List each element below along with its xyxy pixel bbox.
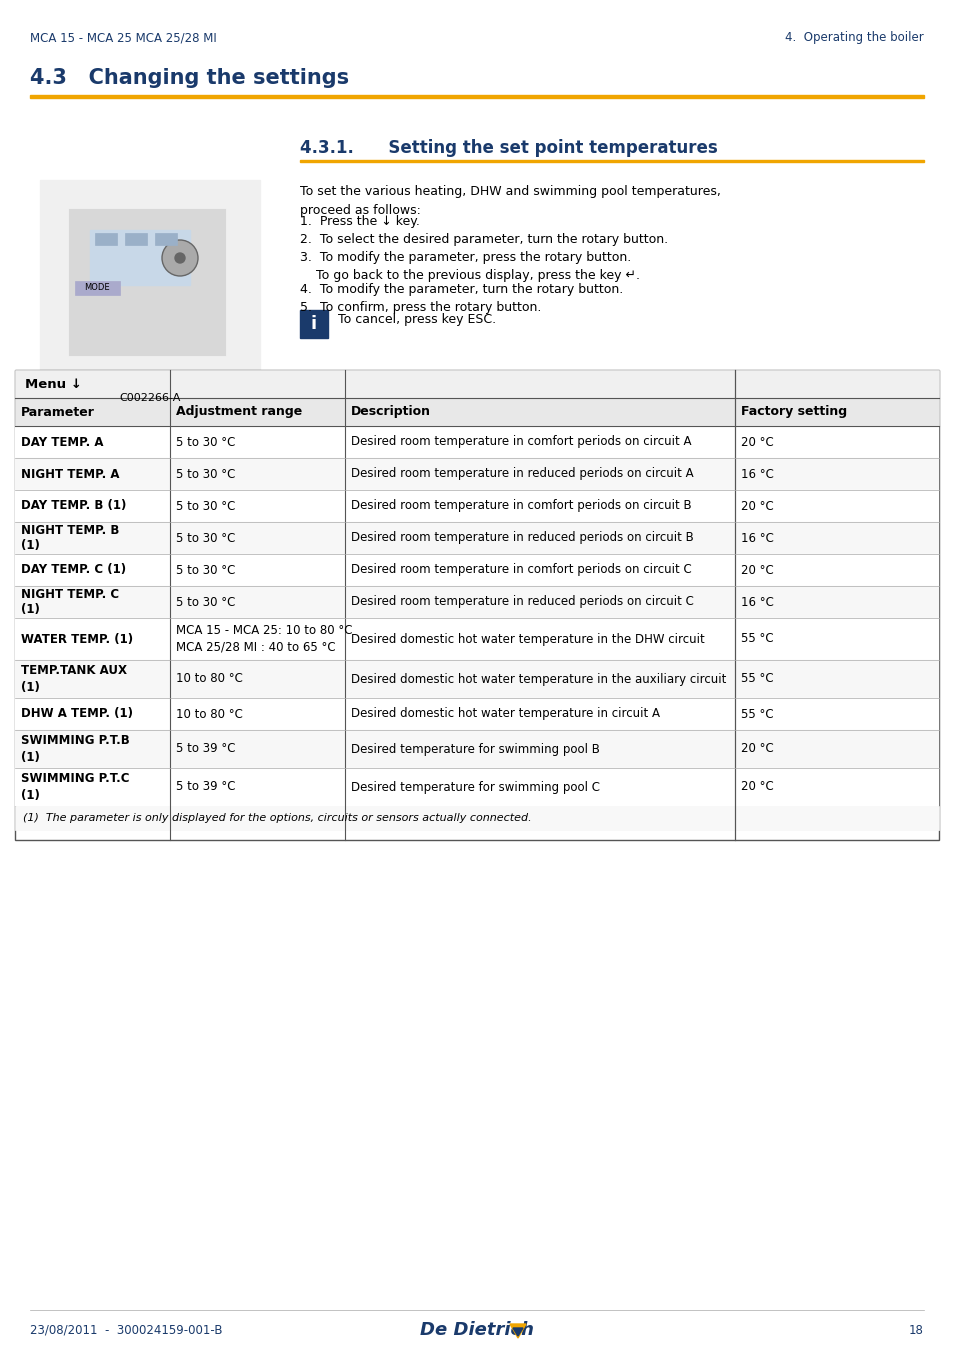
Bar bbox=[15, 490, 938, 522]
Bar bbox=[90, 230, 190, 285]
Text: i: i bbox=[311, 315, 316, 333]
Text: C002266-A: C002266-A bbox=[119, 393, 180, 404]
Text: De Dietrich: De Dietrich bbox=[419, 1322, 534, 1339]
Text: 20 °C: 20 °C bbox=[740, 743, 773, 756]
Text: 5 to 30 °C: 5 to 30 °C bbox=[175, 467, 235, 481]
Text: WATER TEMP. (1): WATER TEMP. (1) bbox=[21, 633, 133, 645]
Text: Desired room temperature in comfort periods on circuit C: Desired room temperature in comfort peri… bbox=[351, 563, 691, 576]
Bar bbox=[299, 161, 923, 162]
Text: 20 °C: 20 °C bbox=[740, 780, 773, 794]
Text: NIGHT TEMP. A: NIGHT TEMP. A bbox=[21, 467, 119, 481]
Text: 10 to 80 °C: 10 to 80 °C bbox=[175, 672, 243, 686]
Bar bbox=[15, 618, 938, 660]
Text: Factory setting: Factory setting bbox=[740, 405, 846, 418]
Text: 23/08/2011  -  300024159-001-B: 23/08/2011 - 300024159-001-B bbox=[30, 1323, 222, 1336]
Text: 16 °C: 16 °C bbox=[740, 532, 773, 544]
Text: NIGHT TEMP. B
(1): NIGHT TEMP. B (1) bbox=[21, 524, 119, 552]
Bar bbox=[15, 522, 938, 554]
Text: 5.  To confirm, press the rotary button.: 5. To confirm, press the rotary button. bbox=[299, 301, 540, 315]
Bar bbox=[15, 698, 938, 730]
Text: To cancel, press key ESC.: To cancel, press key ESC. bbox=[337, 313, 496, 327]
Bar bbox=[30, 95, 923, 99]
Text: Description: Description bbox=[351, 405, 431, 418]
Text: (1)  The parameter is only displayed for the options, circuits or sensors actual: (1) The parameter is only displayed for … bbox=[23, 813, 531, 823]
Bar bbox=[15, 458, 938, 490]
Text: Menu ↓: Menu ↓ bbox=[25, 378, 82, 390]
Text: TEMP.TANK AUX
(1): TEMP.TANK AUX (1) bbox=[21, 664, 127, 694]
Bar bbox=[299, 310, 328, 338]
Text: 5 to 39 °C: 5 to 39 °C bbox=[175, 780, 235, 794]
Text: Desired domestic hot water temperature in circuit A: Desired domestic hot water temperature i… bbox=[351, 707, 659, 721]
Text: DAY TEMP. B (1): DAY TEMP. B (1) bbox=[21, 500, 126, 513]
Text: 20 °C: 20 °C bbox=[740, 500, 773, 513]
Bar bbox=[15, 586, 938, 618]
Text: 5 to 30 °C: 5 to 30 °C bbox=[175, 563, 235, 576]
Bar bbox=[15, 660, 938, 698]
Bar bbox=[15, 427, 938, 458]
Text: 5 to 30 °C: 5 to 30 °C bbox=[175, 500, 235, 513]
Text: SWIMMING P.T.B
(1): SWIMMING P.T.B (1) bbox=[21, 734, 130, 764]
Polygon shape bbox=[510, 1324, 525, 1338]
Text: NIGHT TEMP. C
(1): NIGHT TEMP. C (1) bbox=[21, 587, 119, 617]
Bar bbox=[95, 234, 117, 244]
Bar bbox=[15, 370, 938, 398]
Text: 16 °C: 16 °C bbox=[740, 467, 773, 481]
Text: Desired room temperature in reduced periods on circuit A: Desired room temperature in reduced peri… bbox=[351, 467, 693, 481]
Circle shape bbox=[162, 240, 198, 275]
Text: Desired room temperature in reduced periods on circuit C: Desired room temperature in reduced peri… bbox=[351, 595, 693, 609]
Text: 1.  Press the ↓ key.: 1. Press the ↓ key. bbox=[299, 215, 419, 228]
Text: Desired domestic hot water temperature in the auxiliary circuit: Desired domestic hot water temperature i… bbox=[351, 672, 725, 686]
Bar bbox=[125, 234, 147, 244]
Text: Parameter: Parameter bbox=[21, 405, 94, 418]
Text: Desired temperature for swimming pool B: Desired temperature for swimming pool B bbox=[351, 743, 599, 756]
Bar bbox=[40, 180, 260, 379]
Text: 55 °C: 55 °C bbox=[740, 633, 773, 645]
Text: Desired temperature for swimming pool C: Desired temperature for swimming pool C bbox=[351, 780, 599, 794]
Text: 55 °C: 55 °C bbox=[740, 707, 773, 721]
Text: SWIMMING P.T.C
(1): SWIMMING P.T.C (1) bbox=[21, 772, 130, 802]
Text: 20 °C: 20 °C bbox=[740, 436, 773, 448]
Text: Desired room temperature in reduced periods on circuit B: Desired room temperature in reduced peri… bbox=[351, 532, 693, 544]
Bar bbox=[15, 730, 938, 768]
Text: 4.  To modify the parameter, turn the rotary button.: 4. To modify the parameter, turn the rot… bbox=[299, 284, 622, 296]
Bar bbox=[15, 806, 938, 830]
Bar bbox=[15, 370, 938, 840]
Text: Desired room temperature in comfort periods on circuit B: Desired room temperature in comfort peri… bbox=[351, 500, 691, 513]
Text: 5 to 30 °C: 5 to 30 °C bbox=[175, 595, 235, 609]
Text: DAY TEMP. C (1): DAY TEMP. C (1) bbox=[21, 563, 126, 576]
Bar bbox=[15, 398, 938, 427]
Text: 2.  To select the desired parameter, turn the rotary button.: 2. To select the desired parameter, turn… bbox=[299, 234, 667, 246]
Text: 20 °C: 20 °C bbox=[740, 563, 773, 576]
Polygon shape bbox=[513, 1328, 522, 1336]
Text: 55 °C: 55 °C bbox=[740, 672, 773, 686]
Text: 5 to 30 °C: 5 to 30 °C bbox=[175, 532, 235, 544]
Text: Desired room temperature in comfort periods on circuit A: Desired room temperature in comfort peri… bbox=[351, 436, 691, 448]
Bar bbox=[15, 554, 938, 586]
Text: MODE: MODE bbox=[84, 284, 110, 293]
Text: 18: 18 bbox=[908, 1323, 923, 1336]
Bar bbox=[154, 234, 177, 244]
Text: 4.3   Changing the settings: 4.3 Changing the settings bbox=[30, 68, 349, 88]
Text: DHW A TEMP. (1): DHW A TEMP. (1) bbox=[21, 707, 132, 721]
Bar bbox=[70, 211, 225, 355]
Bar bbox=[75, 281, 120, 296]
Text: 10 to 80 °C: 10 to 80 °C bbox=[175, 707, 243, 721]
Text: 16 °C: 16 °C bbox=[740, 595, 773, 609]
Text: Adjustment range: Adjustment range bbox=[175, 405, 302, 418]
Text: 5 to 39 °C: 5 to 39 °C bbox=[175, 743, 235, 756]
Text: 4.3.1.      Setting the set point temperatures: 4.3.1. Setting the set point temperature… bbox=[299, 139, 717, 157]
Text: Desired domestic hot water temperature in the DHW circuit: Desired domestic hot water temperature i… bbox=[351, 633, 704, 645]
Text: DAY TEMP. A: DAY TEMP. A bbox=[21, 436, 103, 448]
Text: MCA 15 - MCA 25 MCA 25/28 MI: MCA 15 - MCA 25 MCA 25/28 MI bbox=[30, 31, 216, 45]
Text: MCA 15 - MCA 25: 10 to 80 °C
MCA 25/28 MI : 40 to 65 °C: MCA 15 - MCA 25: 10 to 80 °C MCA 25/28 M… bbox=[175, 625, 352, 653]
Text: 3.  To modify the parameter, press the rotary button.
    To go back to the prev: 3. To modify the parameter, press the ro… bbox=[299, 251, 639, 282]
Circle shape bbox=[174, 252, 185, 263]
Text: 4.  Operating the boiler: 4. Operating the boiler bbox=[784, 31, 923, 45]
Text: To set the various heating, DHW and swimming pool temperatures,
proceed as follo: To set the various heating, DHW and swim… bbox=[299, 185, 720, 217]
Text: 5 to 30 °C: 5 to 30 °C bbox=[175, 436, 235, 448]
Bar bbox=[15, 768, 938, 806]
